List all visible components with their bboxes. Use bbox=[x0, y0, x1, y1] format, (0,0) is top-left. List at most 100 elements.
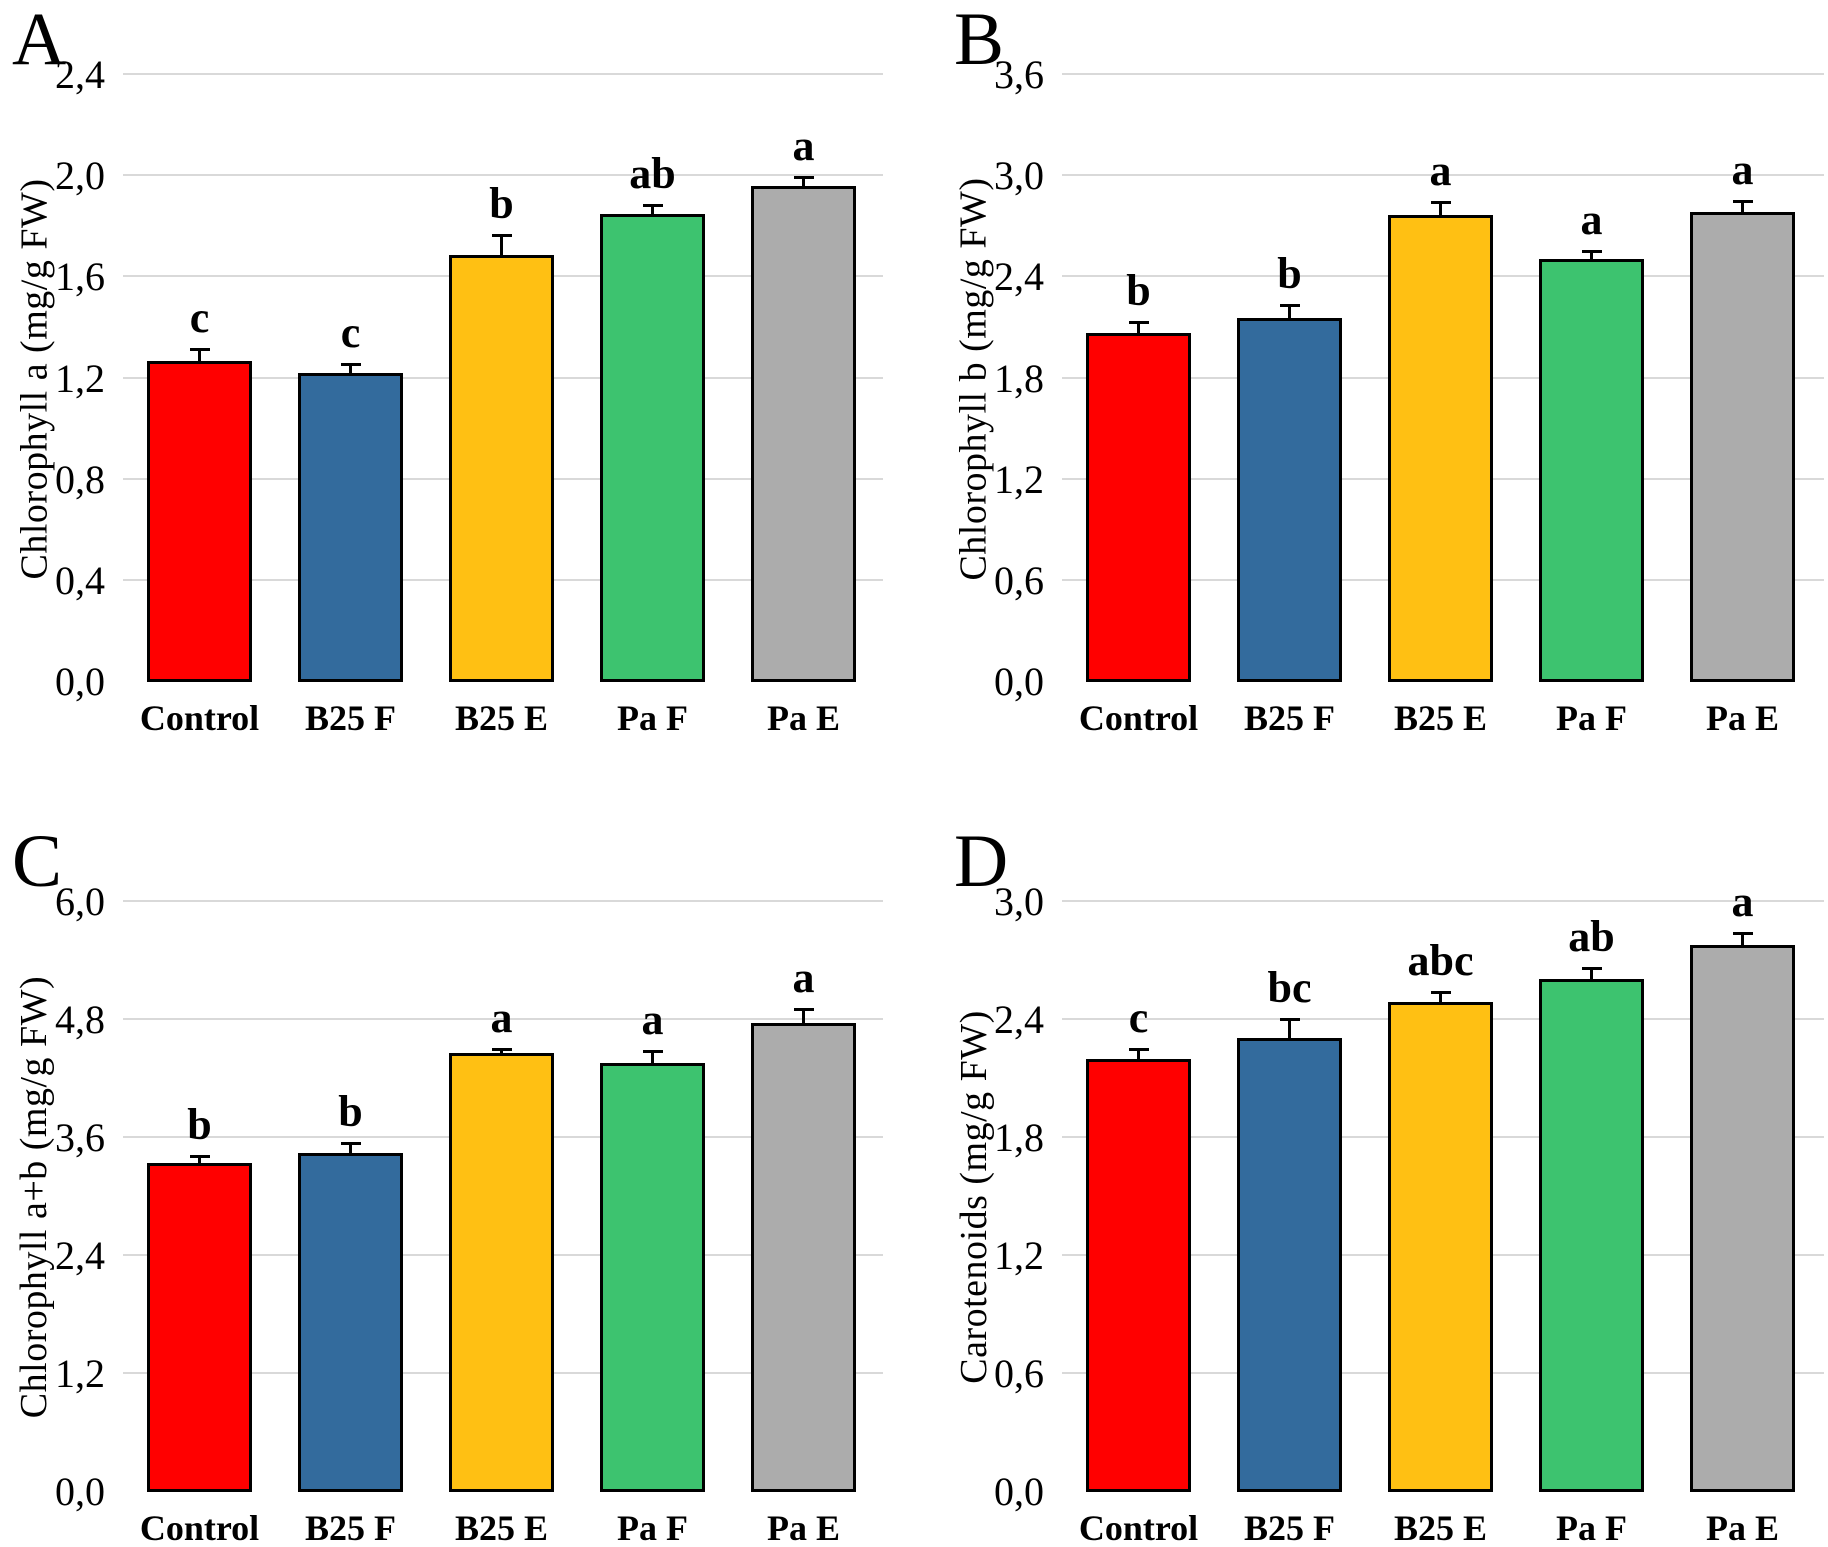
y-tick-label: 1,6 bbox=[55, 254, 105, 300]
bar-control bbox=[1086, 1059, 1191, 1492]
error-bar-cap bbox=[189, 348, 210, 352]
bar-b25-f bbox=[1237, 317, 1342, 682]
error-bar-cap bbox=[1128, 1047, 1149, 1051]
error-bar-cap bbox=[793, 176, 814, 180]
plot-area: 0,0 0,4 0,8 1,2 1,6 2,0 2,4 c c b ab a bbox=[55, 55, 883, 702]
error-bar bbox=[802, 176, 805, 187]
bar-b25-f bbox=[298, 1152, 403, 1492]
gridline bbox=[123, 900, 883, 902]
significance-letter: c bbox=[340, 308, 361, 358]
panel-letter: A bbox=[12, 0, 67, 81]
y-tick-label: 3,6 bbox=[994, 52, 1044, 97]
error-bar bbox=[198, 1154, 201, 1163]
significance-letter: a bbox=[1429, 146, 1452, 196]
x-category-label: Pa E bbox=[766, 698, 841, 738]
bar-b25-f bbox=[298, 373, 403, 682]
bar-pa-e bbox=[1690, 211, 1795, 682]
y-tick-label: 1,2 bbox=[55, 355, 105, 401]
y-tick-label: 1,2 bbox=[994, 456, 1044, 502]
x-category-label: B25 E bbox=[454, 698, 549, 738]
x-category-label: Pa F bbox=[1556, 1508, 1627, 1547]
significance-letter: bc bbox=[1267, 963, 1312, 1013]
gridline bbox=[1062, 174, 1824, 177]
bar-pa-f bbox=[600, 1063, 705, 1492]
x-category-label: Pa E bbox=[1705, 1508, 1780, 1547]
error-bar-cap bbox=[189, 1154, 210, 1158]
significance-letter: a bbox=[1580, 195, 1603, 245]
y-tick-label: 2,4 bbox=[55, 52, 105, 97]
bar-pa-e bbox=[751, 1022, 856, 1492]
significance-letter: b bbox=[1277, 249, 1302, 299]
significance-letter: a bbox=[1731, 144, 1754, 194]
error-bar bbox=[349, 363, 352, 374]
y-axis-title-wrap: Chlorophyll b (mg/g FW) bbox=[948, 75, 1000, 682]
significance-letter: a bbox=[792, 953, 815, 1003]
x-category-label: Control bbox=[1078, 1508, 1199, 1547]
y-tick-label: 0,0 bbox=[994, 659, 1044, 704]
x-category-label: B25 F bbox=[1243, 1508, 1336, 1547]
error-bar bbox=[1439, 990, 1442, 1003]
error-bar-cap bbox=[340, 1141, 361, 1145]
gridline bbox=[1062, 900, 1824, 902]
x-category-label: B25 F bbox=[304, 698, 397, 738]
error-bar-cap bbox=[1732, 931, 1753, 935]
error-bar-cap bbox=[1581, 966, 1602, 970]
y-axis-title: Chlorophyll a (mg/g FW) bbox=[13, 178, 55, 579]
error-bar bbox=[802, 1008, 805, 1023]
error-bar-cap bbox=[1430, 990, 1451, 994]
gridline bbox=[123, 1018, 883, 1020]
bar-pa-e bbox=[751, 186, 856, 682]
y-tick-label: 3,0 bbox=[994, 879, 1044, 924]
error-bar bbox=[1590, 966, 1593, 979]
error-bar bbox=[500, 234, 503, 255]
gridline bbox=[123, 73, 883, 75]
y-tick-label: 4,8 bbox=[55, 997, 105, 1042]
error-bar-cap bbox=[491, 1047, 512, 1051]
error-bar bbox=[1741, 199, 1744, 212]
gridline bbox=[123, 174, 883, 177]
error-bar bbox=[349, 1141, 352, 1153]
y-tick-label: 1,8 bbox=[994, 1115, 1044, 1160]
significance-letter: a bbox=[490, 992, 513, 1042]
error-bar-cap bbox=[1581, 250, 1602, 254]
bar-b25-e bbox=[449, 1053, 554, 1492]
panel-c: C Chlorophyll a+b (mg/g FW) 0,0 1,2 2,4 3,6 4,… bbox=[0, 774, 914, 1547]
x-category-label: Control bbox=[139, 698, 260, 738]
bar-control bbox=[147, 360, 252, 682]
x-category-label: B25 F bbox=[304, 1508, 397, 1547]
y-tick-label: 0,4 bbox=[55, 557, 105, 603]
error-bar bbox=[651, 1050, 654, 1064]
bar-b25-e bbox=[1388, 1002, 1493, 1492]
plot-area: 0,0 0,6 1,2 1,8 2,4 3,0 c bc abc ab a bbox=[994, 879, 1824, 1512]
y-axis-title: Chlorophyll a+b (mg/g FW) bbox=[13, 975, 55, 1419]
y-tick-label: 1,2 bbox=[55, 1351, 105, 1396]
error-bar-cap bbox=[1279, 304, 1300, 308]
bar-pa-f bbox=[1539, 978, 1644, 1492]
significance-letter: b bbox=[489, 179, 514, 229]
error-bar bbox=[1288, 304, 1291, 318]
y-axis-title: Carotenoids (mg/g FW) bbox=[953, 1010, 995, 1384]
y-tick-label: 2,4 bbox=[994, 997, 1044, 1042]
error-bar-cap bbox=[793, 1008, 814, 1012]
y-tick-label: 3,6 bbox=[55, 1115, 105, 1160]
y-tick-label: 2,0 bbox=[55, 153, 105, 199]
bar-b25-f bbox=[1237, 1037, 1342, 1492]
error-bar-cap bbox=[491, 234, 512, 238]
bar-pa-f bbox=[1539, 258, 1644, 682]
x-category-label: B25 E bbox=[1393, 1508, 1488, 1547]
significance-letter: a bbox=[792, 121, 815, 171]
error-bar-cap bbox=[1430, 201, 1451, 205]
error-bar-cap bbox=[642, 1050, 663, 1054]
panel-a: A Chlorophyll a (mg/g FW) 0,0 0,4 0,8 1,2 1,6 2… bbox=[0, 0, 914, 773]
error-bar bbox=[1288, 1018, 1291, 1038]
error-bar-cap bbox=[1128, 321, 1149, 325]
y-axis-title-wrap: Carotenoids (mg/g FW) bbox=[948, 902, 1000, 1492]
x-category-label: Pa F bbox=[1556, 698, 1627, 738]
error-bar-cap bbox=[1732, 199, 1753, 203]
panel-b: B Chlorophyll b (mg/g FW) 0,0 0,6 1,2 1,8 2,4 3… bbox=[914, 0, 1828, 773]
y-tick-label: 2,4 bbox=[994, 254, 1044, 300]
plot-area: 0,0 0,6 1,2 1,8 2,4 3,0 3,6 b b a a a bbox=[994, 55, 1824, 702]
panel-letter: B bbox=[954, 0, 1005, 81]
y-axis-title: Chlorophyll b (mg/g FW) bbox=[953, 176, 996, 581]
